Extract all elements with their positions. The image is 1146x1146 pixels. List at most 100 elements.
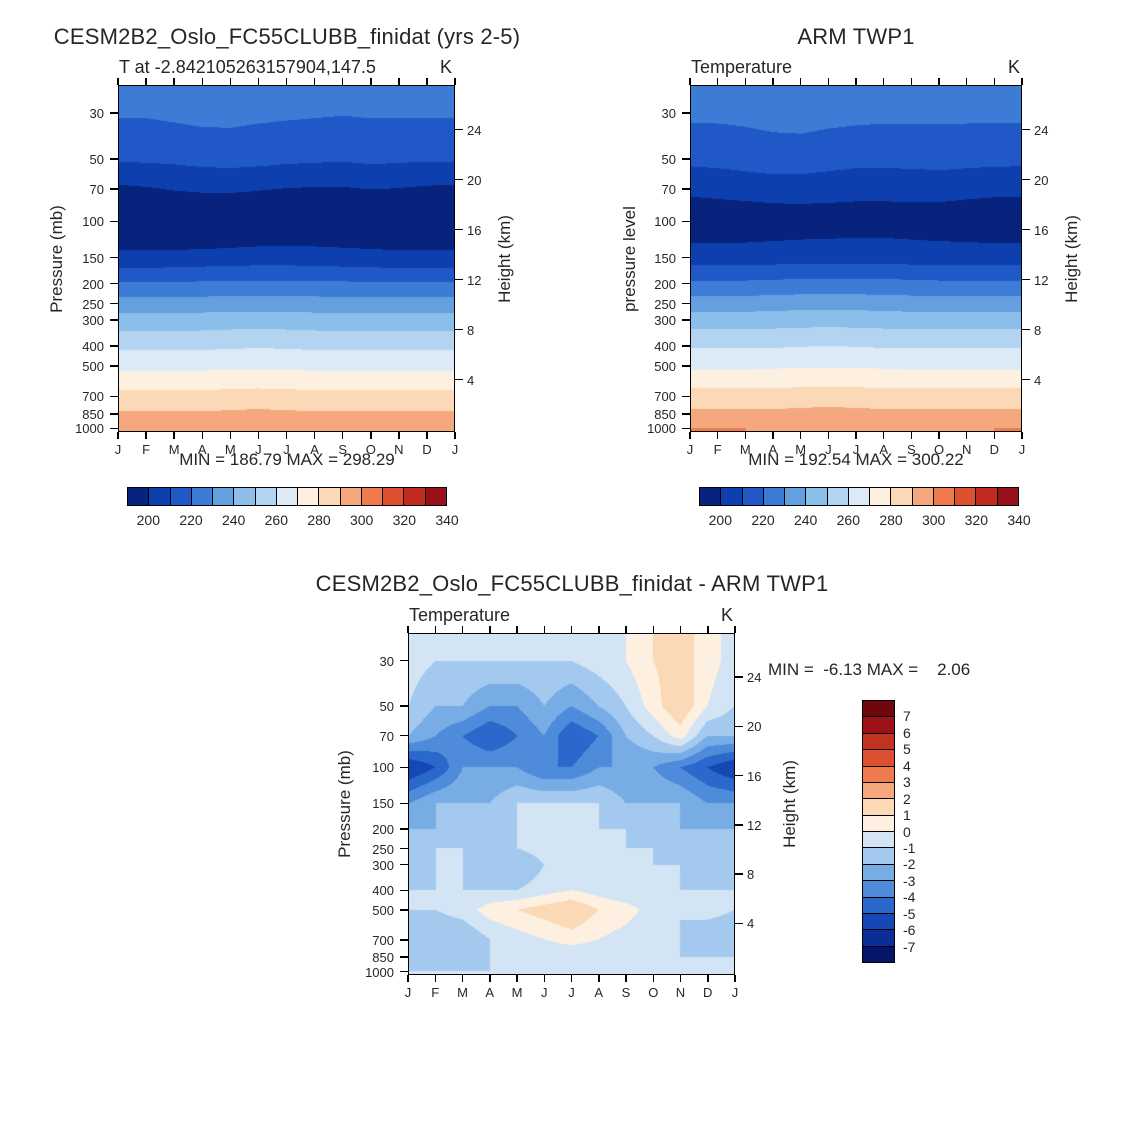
tick-mark-pressure [400, 766, 408, 769]
colorbar-segment [863, 733, 894, 751]
colorbar-segment [863, 717, 894, 734]
units-label: K [1008, 57, 1021, 77]
panel-subtitle: Temperature [409, 605, 511, 625]
colorbar-segment [827, 488, 849, 505]
tick-mark-month [652, 626, 654, 633]
tick-mark-month [598, 626, 600, 633]
units-label: K [440, 57, 453, 77]
colorbar-segment [170, 488, 192, 505]
minmax-stats: MIN = 192.54 MAX = 300.22 [748, 450, 964, 469]
colorbar-segment [863, 701, 894, 718]
colorbar-segment [255, 488, 277, 505]
colorbar-segment [298, 488, 320, 505]
tick-label-pressure: 30 [379, 653, 394, 669]
colorbar-segment [213, 488, 235, 505]
tick-mark-height [735, 873, 743, 875]
minmax-stats: MIN = 186.79 MAX = 298.29 [179, 450, 395, 469]
tick-mark-height [735, 676, 743, 678]
colorbar-segment [425, 488, 446, 505]
colorbar-segment [863, 881, 894, 898]
colorbar-tick-label: 3 [903, 774, 911, 791]
tick-label-pressure: 500 [372, 903, 394, 919]
colorbar-segment [863, 913, 894, 931]
tick-mark-pressure [400, 863, 408, 866]
tick-mark-pressure [400, 970, 408, 973]
tick-mark-pressure [400, 956, 408, 958]
month-label: O [648, 985, 659, 1000]
month-label: J [404, 985, 412, 1000]
tick-mark-month [625, 975, 627, 982]
month-label: J [568, 985, 575, 1000]
tick-label-height: 8 [747, 867, 755, 883]
colorbar-segment [863, 897, 894, 914]
colorbar-segment [234, 488, 256, 505]
tick-mark-pressure [400, 889, 408, 891]
colorbar [699, 487, 1019, 506]
tick-mark-month [461, 975, 464, 982]
colorbar-tick-label: -5 [903, 905, 916, 922]
colorbar-segment [863, 766, 894, 783]
month-label: A [485, 985, 495, 1000]
tick-mark-month [407, 626, 409, 633]
tick-mark-month [734, 626, 736, 633]
month-label: J [541, 985, 548, 1000]
colorbar-tick-label: 0 [903, 823, 911, 840]
colorbar-segment [863, 782, 894, 800]
tick-label-height: 4 [747, 916, 755, 932]
colorbar-segment [848, 488, 871, 505]
colorbar-tick-label: -4 [903, 889, 916, 906]
colorbar-segment [340, 488, 362, 505]
tick-label-pressure: 700 [372, 932, 394, 948]
colorbar-tick-label: -7 [903, 938, 916, 955]
month-label: M [457, 985, 468, 1000]
colorbar-tick-label: -6 [903, 922, 916, 939]
colorbar-segment [863, 815, 894, 832]
colorbar-segment [276, 488, 299, 505]
colorbar-tick-label: 6 [903, 724, 911, 741]
colorbar [127, 487, 447, 506]
panel-title: CESM2B2_Oslo_FC55CLUBB_finidat (yrs 2-5) [53, 24, 521, 49]
tick-mark-pressure [400, 802, 408, 804]
colorbar-segment [785, 488, 807, 505]
tick-label-pressure: 850 [372, 950, 394, 966]
colorbar-tick-label: 2 [903, 790, 911, 807]
tick-mark-month [679, 975, 682, 982]
month-label: F [431, 985, 440, 1000]
tick-label-pressure: 1000 [365, 964, 394, 980]
tick-mark-month [516, 626, 518, 633]
contour-field-canvas [118, 85, 455, 432]
month-label: N [675, 985, 686, 1000]
colorbar-segment [863, 750, 894, 767]
colorbar-segment [128, 488, 150, 505]
colorbar-segment [383, 488, 405, 505]
colorbar-segment [863, 930, 894, 947]
units-label: K [721, 605, 734, 625]
colorbar-tick-label: -3 [903, 872, 916, 889]
colorbar-segment [319, 488, 341, 505]
colorbar-segment [976, 488, 998, 505]
colorbar-segment [933, 488, 956, 505]
tick-mark-height [735, 725, 743, 728]
colorbar-segment [863, 848, 894, 865]
panel-subtitle: T at -2.842105263157904,147.5 [119, 57, 376, 77]
tick-mark-month [543, 975, 545, 982]
colorbar-segment [361, 488, 384, 505]
tick-mark-pressure [400, 909, 408, 911]
height-axis-label: Height (km) [780, 760, 799, 848]
colorbar-segment [404, 488, 426, 505]
tick-mark-height [735, 774, 743, 777]
tick-mark-month [489, 975, 491, 982]
tick-mark-month [734, 975, 736, 982]
month-label: A [594, 985, 604, 1000]
pressure-axis-label: Pressure (mb) [335, 750, 354, 858]
colorbar-segment [912, 488, 934, 505]
tick-mark-month [707, 975, 709, 982]
colorbar-tick-label: -1 [903, 839, 916, 856]
tick-mark-month [543, 626, 545, 633]
tick-mark-pressure [400, 828, 408, 830]
tick-mark-month [434, 975, 436, 982]
colorbar-tick-label: 7 [903, 708, 911, 725]
colorbar-segment [863, 799, 894, 816]
tick-mark-month [570, 975, 573, 982]
